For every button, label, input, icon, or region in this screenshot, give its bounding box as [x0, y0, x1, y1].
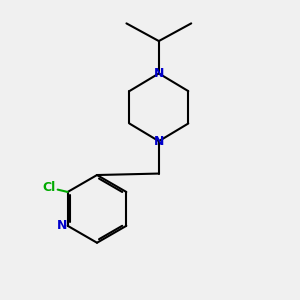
Text: N: N — [154, 67, 164, 80]
Text: N: N — [154, 135, 164, 148]
Text: Cl: Cl — [43, 181, 56, 194]
Text: N: N — [57, 219, 68, 232]
